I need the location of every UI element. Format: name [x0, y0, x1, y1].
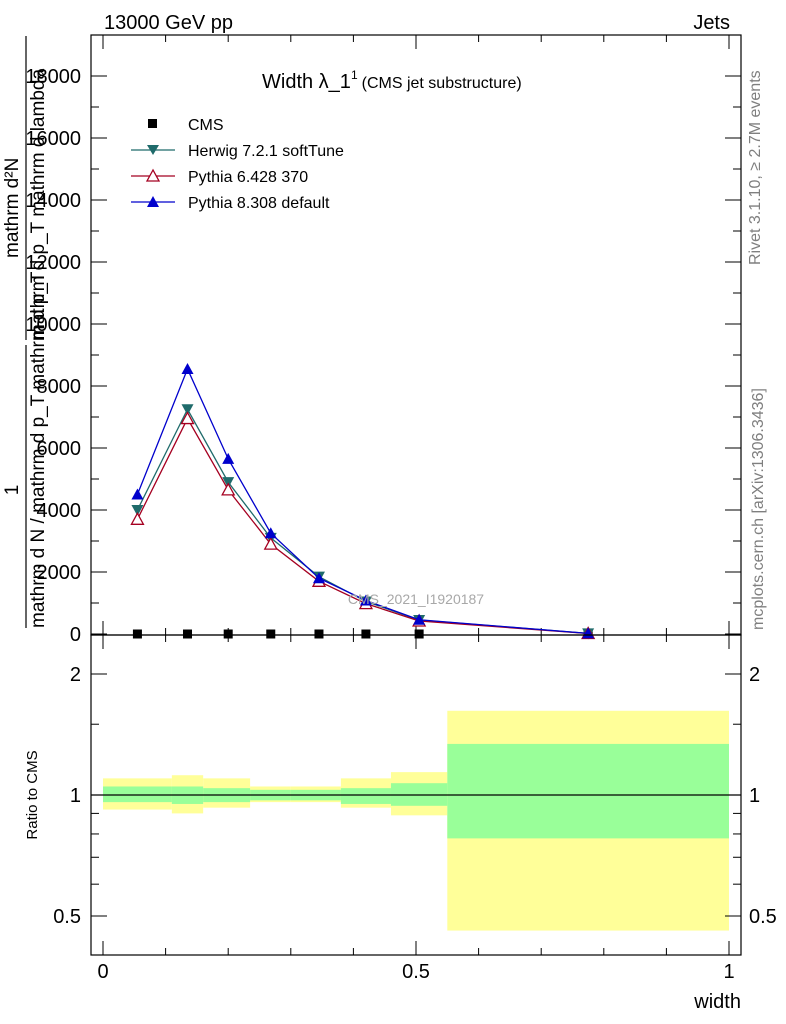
ylabel-right-denominator: mathrm d p_T mathrm d lambda — [28, 69, 49, 340]
main-y-tick-label: 18000 — [25, 66, 81, 88]
point-cms — [266, 629, 276, 639]
ratio-y-axis-label: Ratio to CMS — [24, 750, 41, 839]
x-tick-label: 0.5 — [402, 961, 430, 983]
legend-label-herwig: Herwig 7.2.1 softTune — [188, 143, 344, 160]
ratio-frame — [90, 634, 742, 956]
legend-label-cms: CMS — [188, 117, 224, 134]
ylabel-numerator: 1 — [2, 485, 23, 496]
ratio-band-stat — [103, 786, 172, 803]
ratio-y-tick-label-right: 1 — [749, 785, 760, 807]
x-axis-label: width — [693, 991, 741, 1013]
point-cms — [361, 629, 371, 639]
main-y-tick-label: 2000 — [37, 562, 82, 584]
legend-entry-cms: CMS — [148, 117, 224, 134]
point-herwig-7-2-1-softtune — [131, 505, 144, 516]
main-series — [130, 362, 596, 640]
series-line-pythia-8-308-default — [136, 367, 589, 635]
main-y-tick-label: 16000 — [25, 128, 81, 150]
chart-title: Width λ_11 (CMS jet substructure) — [262, 68, 522, 93]
point-pythia-8-308-default — [131, 488, 144, 500]
main-panel: 0 2000 4000 6000 8000 10000 12000 14000 16000 180… — [2, 34, 742, 646]
main-ticks — [91, 35, 741, 635]
point-cms — [183, 629, 193, 639]
main-y-axis-label: 1 mathrm d N / mathrm d p_T mathrm d p_T… — [2, 36, 49, 628]
point-pythia-6-428-370 — [221, 482, 236, 496]
main-y-tick-label: 10000 — [25, 314, 81, 336]
legend: CMS Herwig 7.2.1 softTune Pythia 6.428 3… — [131, 117, 344, 212]
point-pythia-8-308-default — [582, 627, 595, 639]
x-tick-label: 1 — [723, 961, 734, 983]
legend-marker-cms — [148, 119, 157, 128]
series-line-pythia-6-428-370 — [136, 417, 589, 635]
point-cms — [223, 629, 233, 639]
ratio-y-tick-label: 1 — [70, 785, 81, 807]
ratio-y-tick-label: 0.5 — [53, 906, 81, 928]
main-y-tick-label: 0 — [70, 624, 81, 646]
point-herwig-7-2-1-softtune — [181, 404, 194, 416]
ratio-panel: 0.5 0.51 12 2 0 0.5 1 Ratio to CMS width — [24, 634, 777, 1013]
legend-marker-pythia6 — [145, 168, 161, 182]
x-tick-label: 0 — [97, 961, 108, 983]
point-cms — [132, 629, 142, 639]
header-right: Jets — [693, 12, 730, 34]
legend-label-pythia8: Pythia 8.308 default — [188, 195, 330, 212]
ylabel-right-numerator: mathrm d²N — [2, 158, 23, 258]
main-y-tick-label: 8000 — [37, 376, 82, 398]
point-pythia-8-308-default — [413, 613, 426, 625]
point-pythia-8-308-default — [264, 527, 277, 539]
main-y-tick-label: 14000 — [25, 190, 81, 212]
point-pythia-8-308-default — [312, 572, 325, 584]
ratio-x-tick-labels: 0 0.5 1 — [97, 961, 734, 983]
main-y-tick-label: 12000 — [25, 252, 81, 274]
ratio-band-stat — [447, 743, 729, 839]
point-pythia-8-308-default — [181, 362, 194, 374]
mcplots-label: mcplots.cern.ch [arXiv:1306.3436] — [750, 388, 767, 630]
ratio-y-tick-label: 2 — [70, 664, 81, 686]
ratio-y-tick-labels: 0.5 0.5 1 1 2 2 — [53, 664, 777, 928]
legend-marker-pythia8 — [147, 196, 159, 207]
point-pythia-8-308-default — [359, 594, 372, 606]
analysis-watermark: CMS_2021_I1920187 — [348, 591, 484, 607]
main-y-tick-label: 6000 — [37, 438, 82, 460]
point-pythia-8-308-default — [222, 452, 235, 464]
ratio-ticks — [91, 635, 741, 955]
legend-entry-pythia8: Pythia 8.308 default — [131, 195, 330, 212]
point-pythia-6-428-370 — [180, 411, 195, 425]
main-y-tick-label: 4000 — [37, 500, 82, 522]
ylabel-denominator: mathrm d N / mathrm d p_T mathrm d p_T — [28, 271, 49, 628]
legend-entry-herwig: Herwig 7.2.1 softTune — [131, 143, 344, 160]
legend-marker-herwig — [147, 145, 159, 155]
ratio-band-stat — [340, 788, 391, 804]
legend-entry-pythia6: Pythia 6.428 370 — [131, 168, 308, 186]
legend-label-pythia6: Pythia 6.428 370 — [188, 169, 308, 186]
main-y-tick-labels: 0 2000 4000 6000 8000 10000 12000 14000 16000 180… — [25, 66, 81, 646]
point-pythia-6-428-370 — [263, 536, 278, 550]
ratio-y-tick-label-right: 2 — [749, 664, 760, 686]
ratio-y-tick-label-right: 0.5 — [749, 906, 777, 928]
point-cms — [414, 629, 424, 639]
point-cms — [314, 629, 324, 639]
ratio-bands — [103, 710, 729, 931]
point-pythia-6-428-370 — [130, 511, 145, 525]
rivet-label: Rivet 3.1.10, ≥ 2.7M events — [747, 70, 764, 265]
header-left: 13000 GeV pp — [104, 12, 233, 34]
